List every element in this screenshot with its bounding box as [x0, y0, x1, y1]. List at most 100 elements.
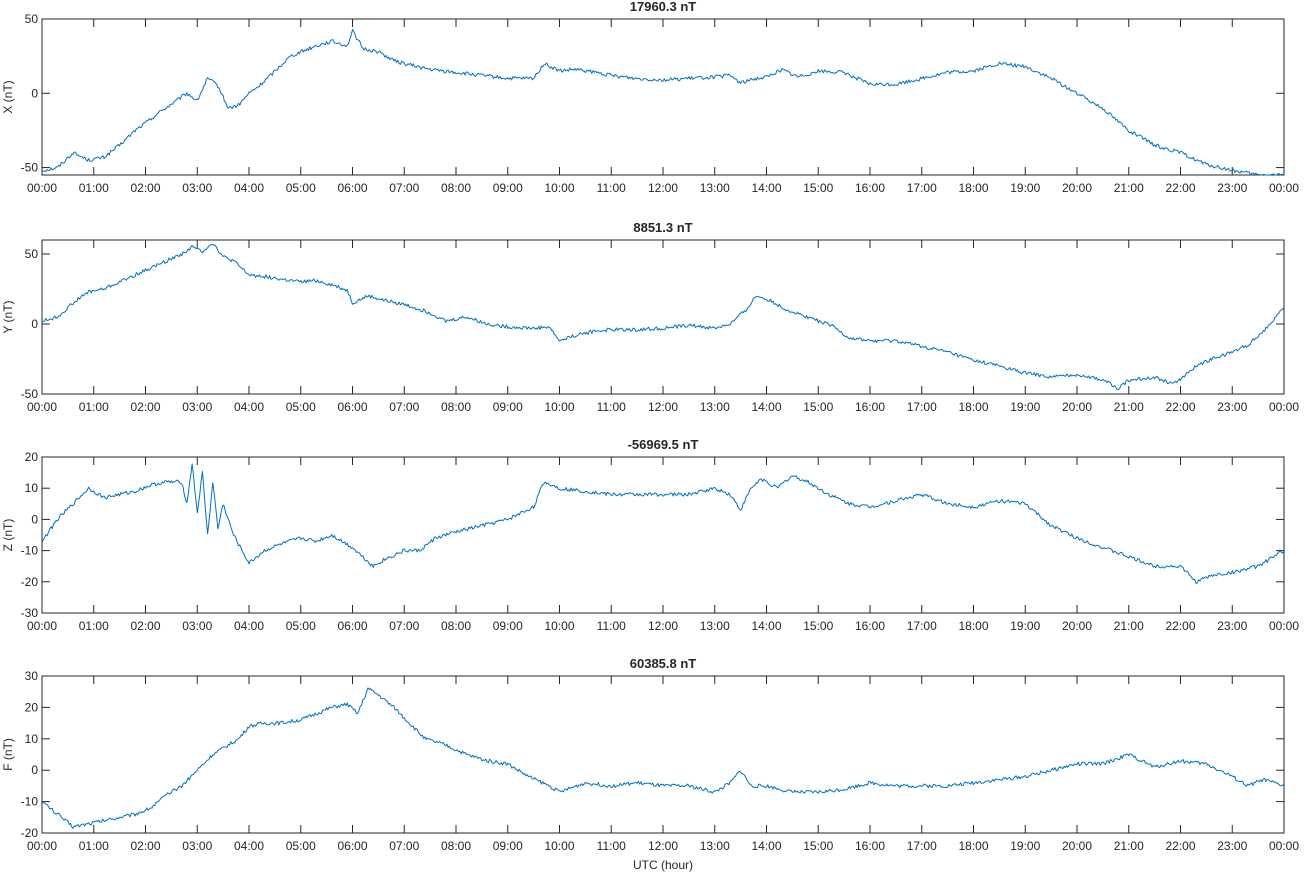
- panel-x: 17960.3 nT X (nT) 00:00 01:00 02:00 03:00 04:0…: [1, 0, 1299, 195]
- x-tick-label-z: 02:00: [130, 619, 160, 633]
- x-tick-label-x: 15:00: [803, 181, 833, 195]
- panel-z: -56969.5 nT Z (nT) 00:00 01:00 02:00 03:00 04:…: [1, 437, 1299, 633]
- x-tick-label-z: 03:00: [182, 619, 212, 633]
- y-tick-label-f: -10: [21, 795, 39, 809]
- x-tick-label-y: 00:00: [1269, 400, 1299, 414]
- plot-frame-z: [41, 456, 1285, 614]
- x-tick-label-z: 18:00: [958, 619, 988, 633]
- x-tick-label-y: 22:00: [1165, 400, 1195, 414]
- y-axis-label-y: Y (nT): [1, 300, 15, 333]
- x-tick-label-f: 04:00: [234, 839, 264, 853]
- x-tick-label-x: 20:00: [1062, 181, 1092, 195]
- y-tick-label-f: 10: [25, 732, 39, 746]
- plot-frame-y: [41, 239, 1285, 395]
- chart-title-f: 60385.8 nT: [630, 656, 697, 671]
- x-tick-label-f: 05:00: [286, 839, 316, 853]
- x-tick-label-y: 06:00: [337, 400, 367, 414]
- x-tick-label-z: 13:00: [700, 619, 730, 633]
- y-tick-label-f: 30: [25, 669, 39, 683]
- x-tick-label-f: 11:00: [597, 839, 626, 853]
- plot-frame-x: [41, 18, 1285, 176]
- x-tick-label-y: 17:00: [907, 400, 937, 414]
- x-tick-label-y: 08:00: [441, 400, 471, 414]
- x-tick-label-y: 15:00: [803, 400, 833, 414]
- x-tick-label-z: 00:00: [1269, 619, 1299, 633]
- x-tick-label-y: 21:00: [1114, 400, 1144, 414]
- x-tick-label-f: 17:00: [907, 839, 937, 853]
- y-tick-label-f: 20: [25, 700, 39, 714]
- x-tick-label-y: 19:00: [1010, 400, 1040, 414]
- y-tick-label-y: 0: [31, 317, 38, 331]
- y-tick-label-y: -50: [21, 387, 39, 401]
- x-tick-label-y: 02:00: [130, 400, 160, 414]
- x-tick-label-f: 07:00: [389, 839, 419, 853]
- x-tick-label-z: 15:00: [803, 619, 833, 633]
- x-tick-label-f: 08:00: [441, 839, 471, 853]
- x-tick-label-y: 03:00: [182, 400, 212, 414]
- x-tick-label-y: 05:00: [286, 400, 316, 414]
- x-tick-label-y: 00:00: [27, 400, 57, 414]
- series-line-f: [41, 687, 1285, 829]
- x-tick-label-x: 02:00: [130, 181, 160, 195]
- x-tick-label-z: 21:00: [1114, 619, 1144, 633]
- x-tick-label-f: 16:00: [855, 839, 885, 853]
- x-tick-label-x: 07:00: [389, 181, 419, 195]
- x-tick-label-f: 12:00: [648, 839, 678, 853]
- x-tick-label-y: 04:00: [234, 400, 264, 414]
- x-tick-label-f: 19:00: [1010, 839, 1040, 853]
- x-tick-label-f: 15:00: [803, 839, 833, 853]
- x-tick-label-f: 21:00: [1114, 839, 1144, 853]
- x-tick-label-y: 18:00: [958, 400, 988, 414]
- x-tick-label-x: 18:00: [958, 181, 988, 195]
- panel-y: 8851.3 nT Y (nT) 00:00 01:00 02:00 03:00 04:00…: [1, 220, 1299, 414]
- y-tick-label-z: -30: [21, 606, 39, 620]
- x-tick-label-x: 08:00: [441, 181, 471, 195]
- x-tick-label-z: 22:00: [1165, 619, 1195, 633]
- x-tick-label-x: 17:00: [907, 181, 937, 195]
- chart-title-z: -56969.5 nT: [628, 437, 699, 452]
- x-tick-label-z: 17:00: [907, 619, 937, 633]
- x-tick-label-z: 09:00: [493, 619, 523, 633]
- x-tick-label-z: 14:00: [751, 619, 781, 633]
- x-tick-label-f: 01:00: [79, 839, 109, 853]
- x-tick-label-f: 13:00: [700, 839, 730, 853]
- x-tick-label-f: 22:00: [1165, 839, 1195, 853]
- x-tick-label-z: 23:00: [1217, 619, 1247, 633]
- y-tick-label-f: -20: [21, 826, 39, 840]
- x-tick-label-y: 16:00: [855, 400, 885, 414]
- x-tick-label-y: 23:00: [1217, 400, 1247, 414]
- x-tick-label-x: 10:00: [544, 181, 574, 195]
- x-tick-label-z: 10:00: [544, 619, 574, 633]
- y-tick-label-x: 0: [31, 86, 38, 100]
- x-tick-label-x: 00:00: [27, 181, 57, 195]
- x-tick-label-f: 00:00: [1269, 839, 1299, 853]
- x-tick-label-x: 06:00: [337, 181, 367, 195]
- x-tick-label-z: 20:00: [1062, 619, 1092, 633]
- x-axis-label: UTC (hour): [633, 858, 693, 872]
- x-tick-label-x: 16:00: [855, 181, 885, 195]
- y-tick-label-y: 50: [25, 247, 39, 261]
- x-tick-label-z: 12:00: [648, 619, 678, 633]
- y-tick-label-z: -20: [21, 575, 39, 589]
- x-tick-label-y: 09:00: [493, 400, 523, 414]
- x-tick-label-f: 10:00: [544, 839, 574, 853]
- x-tick-label-x: 01:00: [79, 181, 109, 195]
- x-tick-label-x: 19:00: [1010, 181, 1040, 195]
- x-tick-label-z: 00:00: [27, 619, 57, 633]
- plot-frame-f: [41, 675, 1285, 834]
- x-tick-label-x: 09:00: [493, 181, 523, 195]
- x-tick-label-x: 05:00: [286, 181, 316, 195]
- x-tick-label-z: 04:00: [234, 619, 264, 633]
- y-axis-label-z: Z (nT): [1, 519, 15, 552]
- series-line-z: [41, 463, 1285, 584]
- x-tick-label-z: 16:00: [855, 619, 885, 633]
- x-tick-label-y: 11:00: [597, 400, 626, 414]
- x-tick-label-x: 22:00: [1165, 181, 1195, 195]
- x-tick-label-z: 08:00: [441, 619, 471, 633]
- y-tick-label-f: 0: [31, 763, 38, 777]
- x-tick-label-f: 00:00: [27, 839, 57, 853]
- x-tick-label-z: 01:00: [79, 619, 109, 633]
- x-tick-label-x: 03:00: [182, 181, 212, 195]
- x-tick-label-y: 07:00: [389, 400, 419, 414]
